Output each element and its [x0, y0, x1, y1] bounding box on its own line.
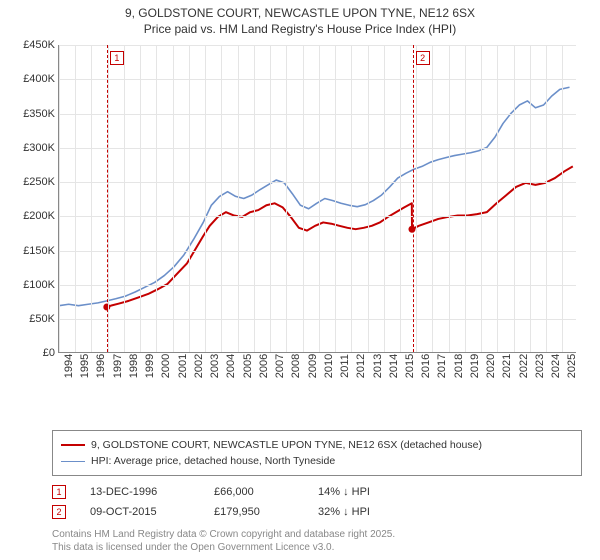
x-tick-label: 2017 [432, 354, 448, 378]
x-tick-label: 2003 [205, 354, 221, 378]
x-tick-label: 1999 [140, 354, 156, 378]
x-tick-label: 2004 [221, 354, 237, 378]
y-tick-label: £450K [23, 39, 59, 51]
sale-marker-box-2: 2 [416, 51, 430, 65]
x-tick-label: 2012 [351, 354, 367, 378]
x-tick-label: 2000 [156, 354, 172, 378]
event-row-2: 2 09-OCT-2015 £179,950 32% ↓ HPI [52, 502, 582, 522]
x-tick-label: 2025 [562, 354, 578, 378]
y-tick-label: £350K [23, 108, 59, 120]
x-tick-label: 1997 [108, 354, 124, 378]
x-tick-label: 2020 [481, 354, 497, 378]
plot-region: £0£50K£100K£150K£200K£250K£300K£350K£400… [58, 45, 576, 353]
series-svg [59, 45, 576, 352]
event-marker-icon: 2 [52, 505, 66, 519]
y-tick-label: £150K [23, 245, 59, 257]
x-tick-label: 1995 [75, 354, 91, 378]
x-tick-label: 2013 [368, 354, 384, 378]
legend-item-hpi: HPI: Average price, detached house, Nort… [61, 453, 573, 469]
x-tick-label: 2007 [270, 354, 286, 378]
x-tick-label: 2009 [303, 354, 319, 378]
x-tick-label: 2014 [384, 354, 400, 378]
legend-swatch [61, 461, 85, 462]
footer-line-2: This data is licensed under the Open Gov… [52, 541, 582, 554]
y-tick-label: £0 [43, 347, 59, 359]
x-tick-label: 2010 [319, 354, 335, 378]
x-tick-label: 2015 [400, 354, 416, 378]
x-tick-label: 2001 [173, 354, 189, 378]
x-tick-label: 2008 [286, 354, 302, 378]
y-tick-label: £300K [23, 142, 59, 154]
y-tick-label: £100K [23, 279, 59, 291]
footer-text: Contains HM Land Registry data © Crown c… [52, 528, 582, 554]
y-tick-label: £50K [29, 313, 59, 325]
series-property [107, 167, 573, 308]
title-block: 9, GOLDSTONE COURT, NEWCASTLE UPON TYNE,… [0, 0, 600, 41]
title-line-1: 9, GOLDSTONE COURT, NEWCASTLE UPON TYNE,… [10, 6, 590, 22]
event-date: 09-OCT-2015 [90, 506, 190, 518]
y-tick-label: £200K [23, 210, 59, 222]
x-tick-label: 2002 [189, 354, 205, 378]
legend-label: HPI: Average price, detached house, Nort… [91, 455, 335, 467]
x-tick-label: 2022 [514, 354, 530, 378]
x-tick-label: 1996 [91, 354, 107, 378]
footer-line-1: Contains HM Land Registry data © Crown c… [52, 528, 582, 541]
legend-label: 9, GOLDSTONE COURT, NEWCASTLE UPON TYNE,… [91, 439, 482, 451]
event-delta: 32% ↓ HPI [318, 506, 418, 518]
event-delta: 14% ↓ HPI [318, 486, 418, 498]
x-tick-label: 2024 [546, 354, 562, 378]
x-tick-label: 1998 [124, 354, 140, 378]
x-tick-label: 1994 [59, 354, 75, 378]
event-row-1: 1 13-DEC-1996 £66,000 14% ↓ HPI [52, 482, 582, 502]
y-tick-label: £400K [23, 73, 59, 85]
series-hpi [59, 87, 570, 305]
x-tick-label: 2023 [530, 354, 546, 378]
events-table: 1 13-DEC-1996 £66,000 14% ↓ HPI 2 09-OCT-2015… [52, 482, 582, 522]
x-tick-label: 2005 [238, 354, 254, 378]
y-tick-label: £250K [23, 176, 59, 188]
title-line-2: Price paid vs. HM Land Registry's House … [10, 22, 590, 38]
event-price: £66,000 [214, 486, 294, 498]
x-tick-label: 2018 [449, 354, 465, 378]
sale-marker-line-1 [107, 45, 108, 352]
x-tick-label: 2006 [254, 354, 270, 378]
legend-item-property: 9, GOLDSTONE COURT, NEWCASTLE UPON TYNE,… [61, 437, 573, 453]
x-tick-label: 2016 [416, 354, 432, 378]
legend-box: 9, GOLDSTONE COURT, NEWCASTLE UPON TYNE,… [52, 430, 582, 476]
event-marker-icon: 1 [52, 485, 66, 499]
x-tick-label: 2011 [335, 354, 351, 378]
event-date: 13-DEC-1996 [90, 486, 190, 498]
x-tick-label: 2021 [497, 354, 513, 378]
sale-marker-box-1: 1 [110, 51, 124, 65]
event-price: £179,950 [214, 506, 294, 518]
x-tick-label: 2019 [465, 354, 481, 378]
chart-area: £0 £50K £100K £150K £200K £250K £300K £350K £400… [12, 45, 588, 424]
chart-container: 9, GOLDSTONE COURT, NEWCASTLE UPON TYNE,… [0, 0, 600, 560]
legend-swatch [61, 444, 85, 446]
sale-marker-line-2 [413, 45, 414, 352]
